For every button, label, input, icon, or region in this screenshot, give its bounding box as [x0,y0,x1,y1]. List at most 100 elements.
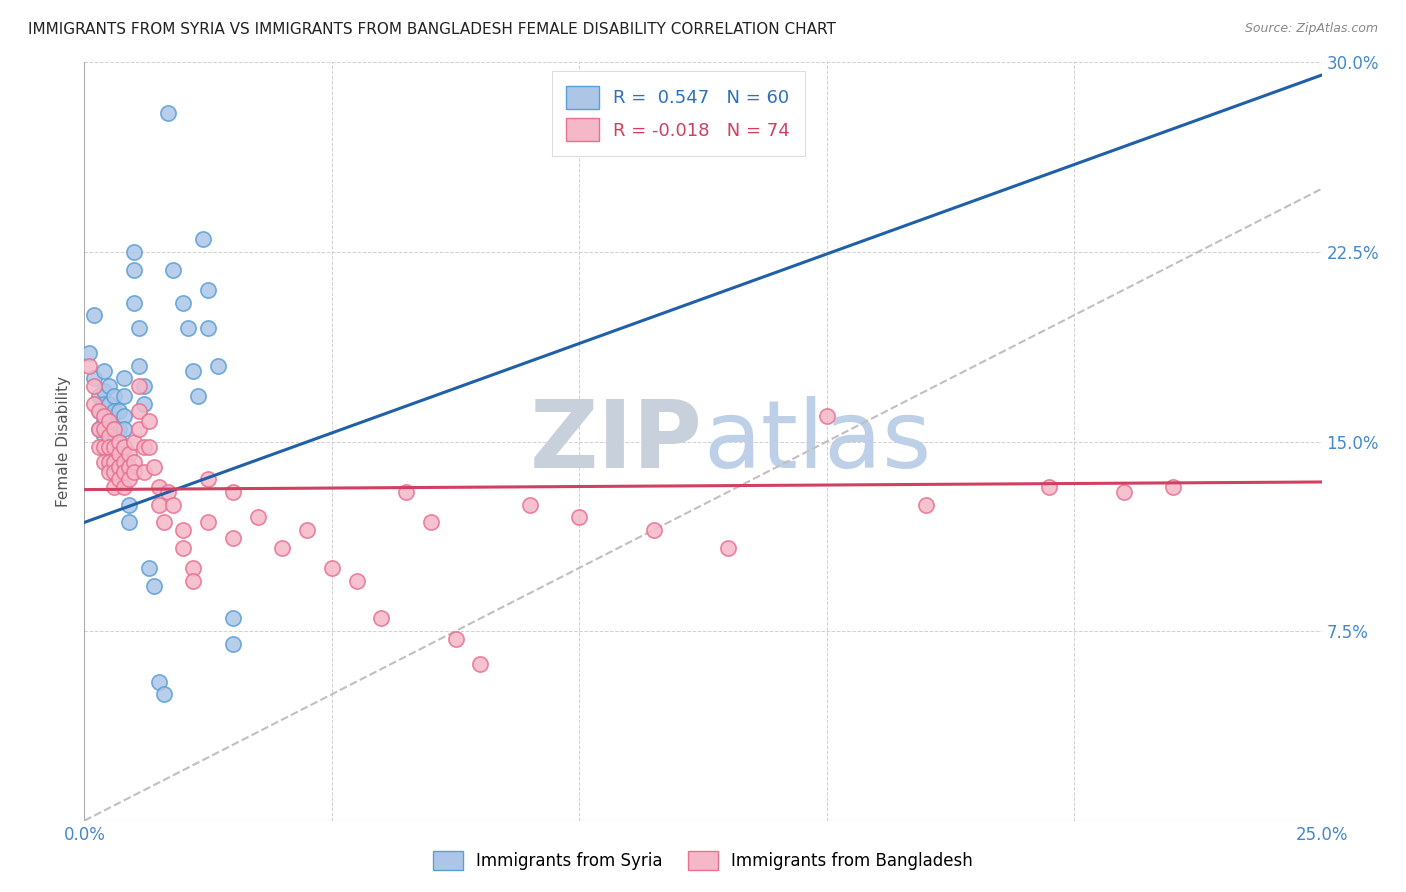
Point [112,480,135,494]
Point [103,434,125,449]
Point [138,414,160,428]
Point [98,455,121,469]
Point [118,447,141,461]
Point [93,422,115,436]
Point [914,498,936,512]
Point [142,579,165,593]
Point [93,429,115,443]
Point [162,262,184,277]
Point [470,657,492,671]
Point [108,422,131,436]
Point [108,434,131,449]
Point [271,541,294,555]
Point [222,637,245,651]
Point [118,498,141,512]
Point [370,611,392,625]
Point [103,455,125,469]
Point [103,389,125,403]
Point [122,434,145,449]
Point [128,320,150,334]
Point [128,422,150,436]
Point [83,396,105,410]
Point [83,379,105,393]
Point [103,480,125,494]
Point [93,396,115,410]
Point [98,459,121,474]
Point [138,440,160,454]
Point [122,244,145,259]
Point [79,346,101,360]
Point [89,422,111,436]
Point [222,531,245,545]
Point [118,516,141,530]
Point [112,422,135,436]
Point [103,440,125,454]
Point [93,384,115,398]
Point [112,440,135,454]
Point [103,447,125,461]
Point [89,404,111,418]
Point [128,359,150,373]
Point [98,409,121,424]
Point [152,516,174,530]
Point [98,440,121,454]
Legend: Immigrants from Syria, Immigrants from Bangladesh: Immigrants from Syria, Immigrants from B… [426,844,980,877]
Point [112,389,135,403]
Point [98,440,121,454]
Point [1112,485,1135,500]
Point [197,473,219,487]
Point [568,510,591,524]
Point [1038,480,1060,494]
Point [157,485,180,500]
Point [122,455,145,469]
Point [148,674,170,689]
Point [118,473,141,487]
Point [108,447,131,461]
Point [346,574,368,588]
Text: IMMIGRANTS FROM SYRIA VS IMMIGRANTS FROM BANGLADESH FEMALE DISABILITY CORRELATIO: IMMIGRANTS FROM SYRIA VS IMMIGRANTS FROM… [28,22,837,37]
Point [83,308,105,322]
Point [89,422,111,436]
Point [98,414,121,428]
Point [142,459,165,474]
Point [122,295,145,310]
Point [93,440,115,454]
Point [132,465,155,479]
Point [717,541,740,555]
Point [93,440,115,454]
Point [98,379,121,393]
Point [444,632,467,646]
Point [112,440,135,454]
Point [103,465,125,479]
Point [177,320,200,334]
Point [98,429,121,443]
Point [148,498,170,512]
Point [98,396,121,410]
Point [93,364,115,378]
Point [98,422,121,436]
Point [395,485,418,500]
Point [157,106,180,120]
Point [207,359,229,373]
Point [172,523,194,537]
Point [93,409,115,424]
Point [122,465,145,479]
Point [321,561,343,575]
Point [103,422,125,436]
Point [152,687,174,701]
Point [112,409,135,424]
Point [83,371,105,385]
Point [246,510,269,524]
Point [172,541,194,555]
Legend: R =  0.547   N = 60, R = -0.018   N = 74: R = 0.547 N = 60, R = -0.018 N = 74 [553,71,804,156]
Point [181,561,204,575]
Point [197,516,219,530]
Point [181,364,204,378]
Point [181,574,204,588]
Point [112,465,135,479]
Point [93,414,115,428]
Point [132,396,155,410]
Y-axis label: Female Disability: Female Disability [56,376,72,508]
Point [132,440,155,454]
Point [815,409,838,424]
